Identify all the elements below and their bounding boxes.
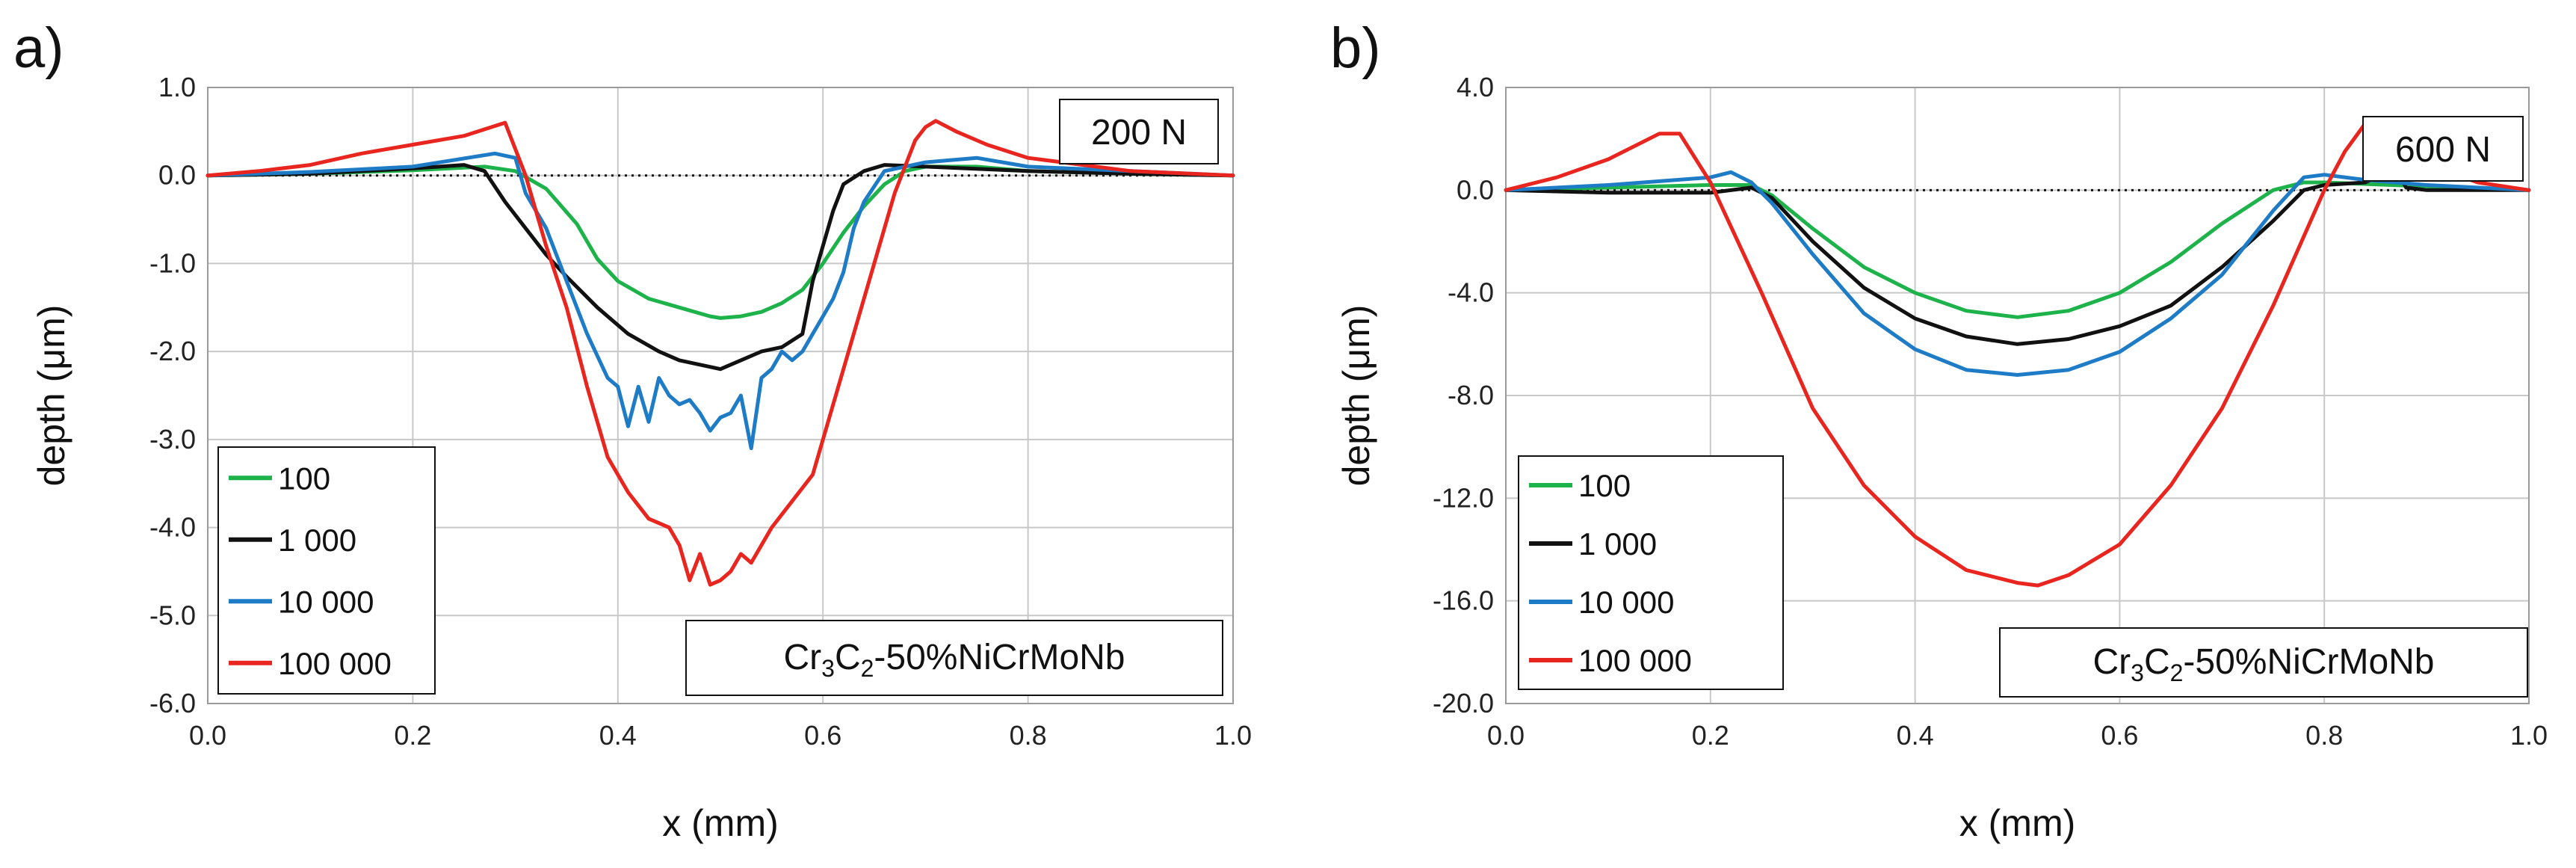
x-tick-label: 0.6	[804, 720, 841, 751]
x-tick-label: 0.2	[1692, 720, 1729, 751]
y-axis-title: depth (μm)	[1335, 305, 1377, 487]
x-axis-title: x (mm)	[662, 802, 779, 844]
legend-entry: 100	[1578, 468, 1631, 503]
legend-entry: 10 000	[1578, 585, 1674, 620]
load-box	[2362, 116, 2524, 182]
y-tick-label: -6.0	[149, 688, 196, 718]
series-line-10000	[1504, 170, 2531, 377]
x-tick-label: 1.0	[1214, 720, 1252, 751]
y-tick-label: -12.0	[1433, 482, 1494, 513]
y-tick-label: 0.0	[1457, 174, 1494, 205]
panel-label: a)	[13, 16, 64, 80]
y-tick-label: 4.0	[1457, 72, 1494, 102]
x-tick-label: 0.6	[2101, 720, 2138, 751]
legend-entry: 100 000	[278, 646, 392, 681]
y-tick-label: -3.0	[149, 424, 196, 455]
series-line-100	[1504, 180, 2531, 319]
material-box	[1999, 627, 2528, 698]
legend-entry: 1 000	[1578, 526, 1657, 561]
series-line-1000	[206, 163, 1235, 372]
y-tick-label: -8.0	[1448, 380, 1494, 410]
x-tick-label: 0.8	[1010, 720, 1047, 751]
plot-frame	[1505, 87, 2530, 704]
y-tick-label: -16.0	[1433, 585, 1494, 616]
y-tick-label: -4.0	[1448, 277, 1494, 308]
x-tick-label: 0.8	[2305, 720, 2343, 751]
series-line-100000	[206, 119, 1235, 587]
plot-frame	[207, 87, 1234, 704]
x-tick-label: 0.2	[394, 720, 431, 751]
x-axis-title: x (mm)	[1959, 802, 2076, 844]
load-label: 200 N	[1091, 113, 1187, 153]
series-line-100	[206, 164, 1235, 320]
y-tick-label: -5.0	[149, 600, 196, 630]
x-tick-label: 1.0	[2510, 720, 2548, 751]
y-tick-label: -20.0	[1433, 688, 1494, 718]
y-axis-title: depth (μm)	[31, 305, 72, 487]
legend-box	[1518, 455, 1784, 690]
load-box	[1059, 99, 1219, 164]
y-tick-label: -2.0	[149, 336, 196, 366]
x-tick-label: 0.0	[189, 720, 226, 751]
load-label: 600 N	[2395, 130, 2491, 170]
y-tick-label: -1.0	[149, 247, 196, 278]
material-label: Cr3C2-50%NiCrMoNb	[2093, 642, 2435, 686]
series-line-10000	[206, 151, 1235, 451]
legend-entry: 10 000	[278, 584, 374, 619]
panel-b: b) 0.0 0.2 0.4 0.6 0.8 1.0 4.0 0.0 -4.0 -8.0 -12.0 -…	[1330, 16, 2548, 844]
x-tick-label: 0.4	[1897, 720, 1934, 751]
legend-entry: 100 000	[1578, 643, 1692, 678]
x-tick-label: 0.4	[599, 720, 637, 751]
panel-label: b)	[1330, 16, 1381, 80]
material-box	[685, 620, 1223, 696]
legend-entry: 1 000	[278, 523, 356, 558]
x-tick-label: 0.0	[1487, 720, 1525, 751]
legend-box	[217, 446, 436, 695]
y-tick-label: 1.0	[158, 72, 196, 102]
legend-entry: 100	[278, 461, 330, 496]
y-tick-label: -4.0	[149, 512, 196, 543]
material-label: Cr3C2-50%NiCrMoNb	[784, 638, 1125, 682]
y-tick-label: 0.0	[158, 160, 196, 191]
panel-a: a) 0.0 0.2 0.4 0.6 0.8 1.0 1.0 0.0 -1.0 -2.0 -3.0 -4…	[13, 16, 1252, 844]
